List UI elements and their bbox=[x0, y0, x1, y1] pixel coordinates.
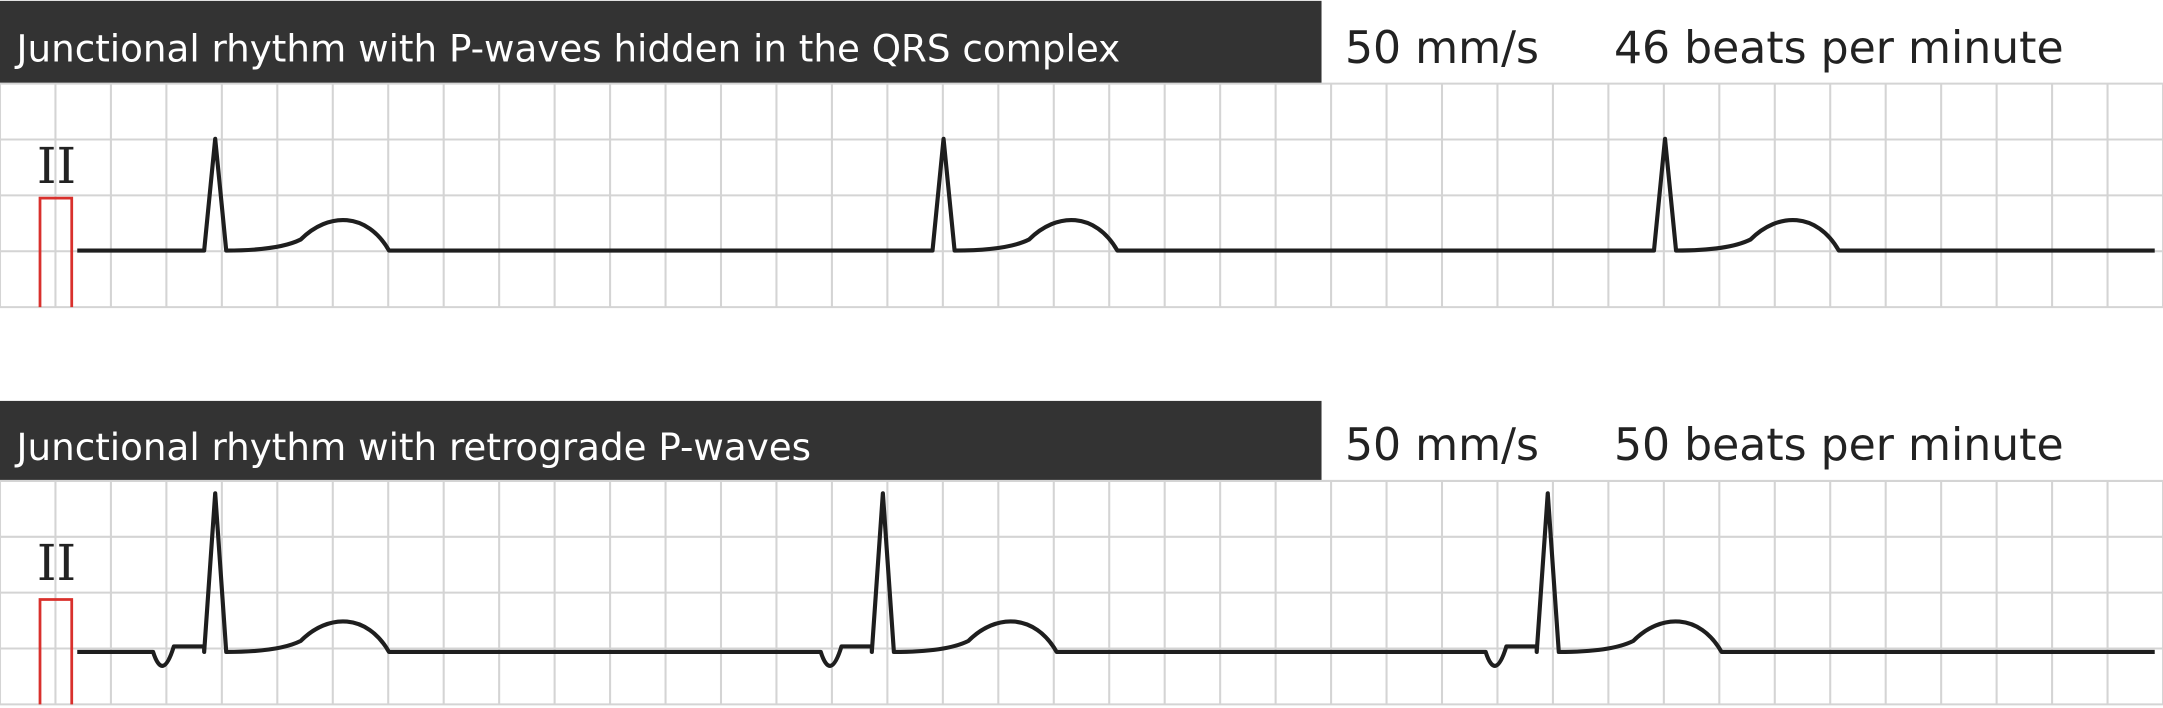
paper-speed: 50 mm/s bbox=[1345, 420, 1539, 471]
ecg-strip: Junctional rhythm with P-waves hidden in… bbox=[0, 0, 2163, 309]
ecg-trace bbox=[77, 491, 2155, 668]
ecg-trace bbox=[77, 136, 2155, 253]
grid bbox=[0, 82, 2163, 309]
paper-speed: 50 mm/s bbox=[1345, 23, 1539, 74]
grid bbox=[0, 479, 2163, 706]
title-bar bbox=[0, 0, 1322, 84]
calibration-pulse bbox=[38, 196, 74, 308]
title-bar bbox=[0, 400, 1322, 481]
lead-label: II bbox=[37, 137, 76, 195]
strip-title: Junctional rhythm with P-waves hidden in… bbox=[15, 27, 1121, 71]
heart-rate: 46 beats per minute bbox=[1614, 23, 2064, 74]
strip-title: Junctional rhythm with retrograde P-wave… bbox=[15, 425, 812, 469]
calibration-pulse bbox=[38, 598, 74, 705]
lead-label: II bbox=[37, 534, 76, 592]
ecg-strip: Junctional rhythm with retrograde P-wave… bbox=[0, 400, 2163, 706]
heart-rate: 50 beats per minute bbox=[1614, 420, 2064, 471]
